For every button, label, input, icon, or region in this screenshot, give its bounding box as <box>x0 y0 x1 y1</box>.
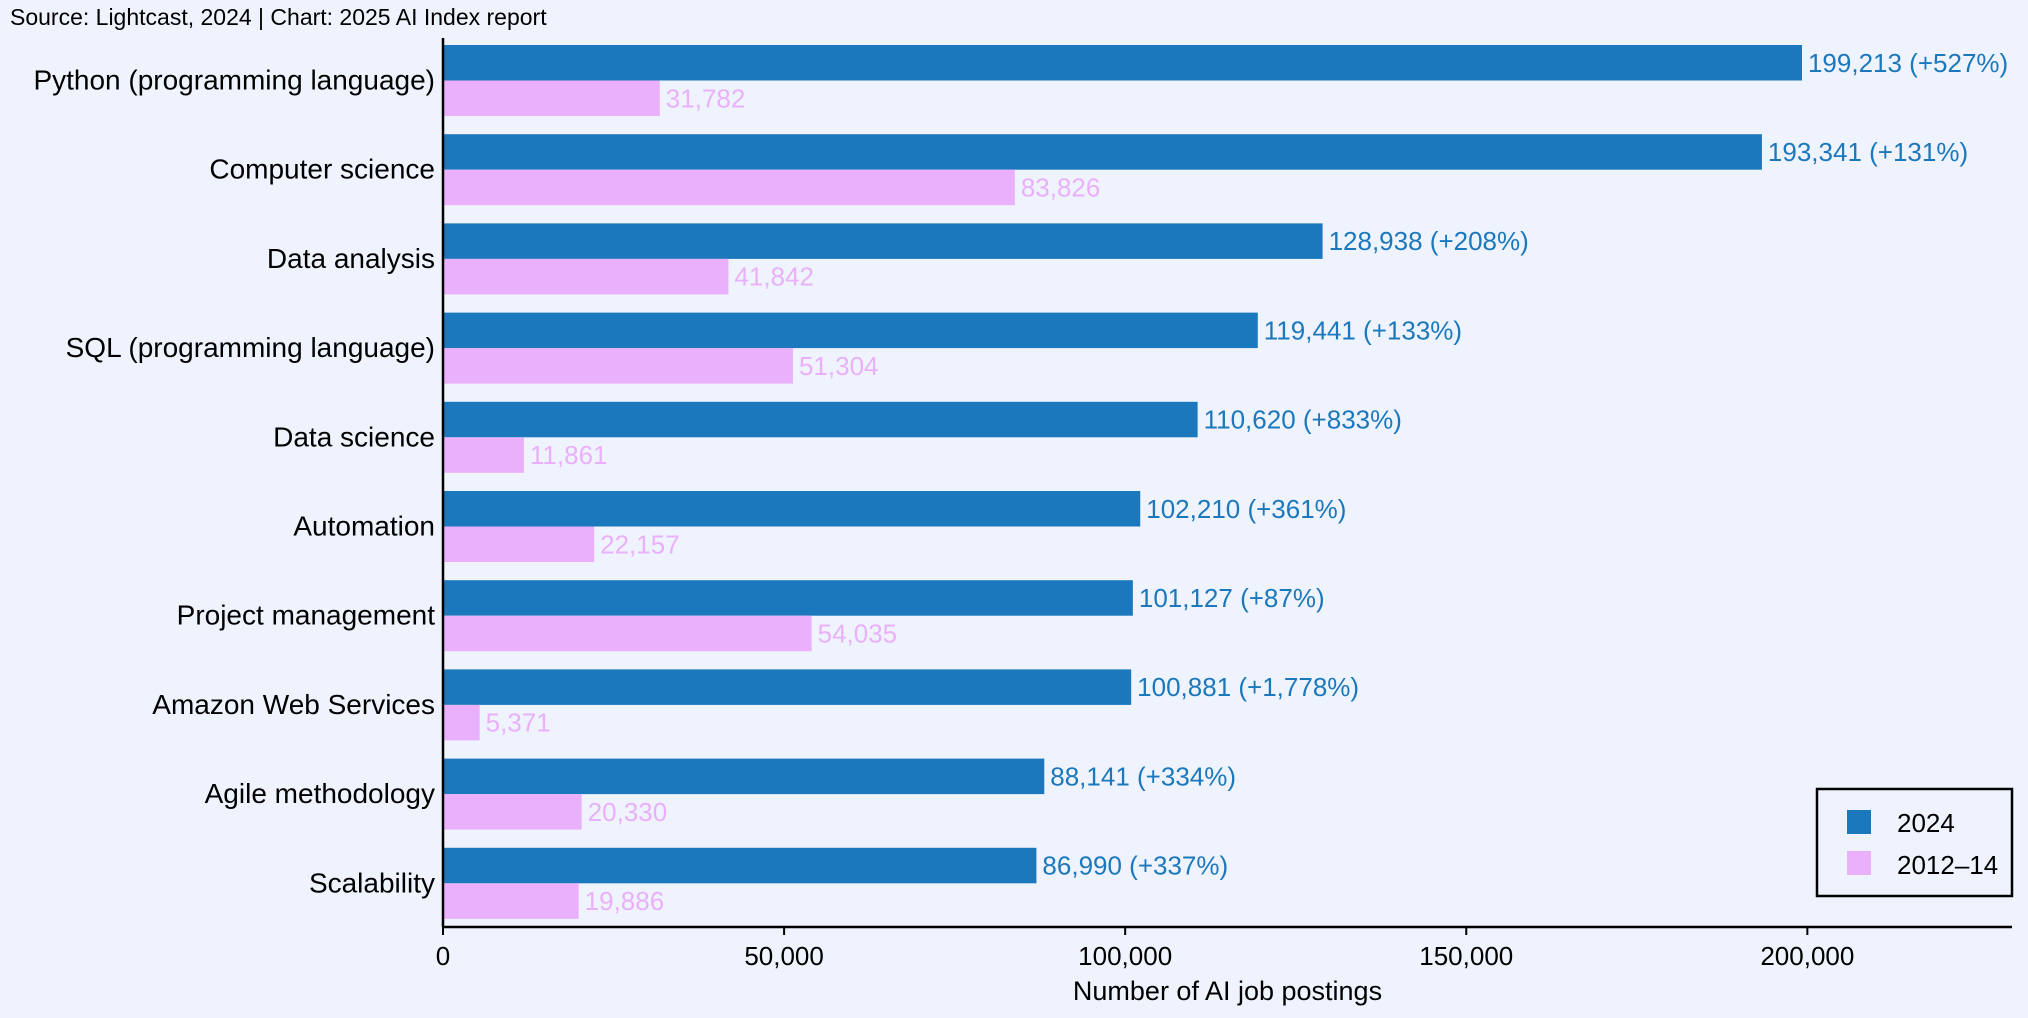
x-tick-label: 100,000 <box>1078 941 1172 971</box>
value-labels-group: 199,213 (+527%) 31,782 193,341 (+131%) 83,8… <box>486 48 2009 916</box>
value-label-2012-14-data-science: 11,861 <box>530 440 608 470</box>
legend-label-2024: 2024 <box>1897 808 1955 838</box>
category-label-sql-programming-language: SQL (programming language) <box>66 332 435 363</box>
value-label-2024-automation: 102,210 (+361%) <box>1146 494 1346 524</box>
value-label-2024-sql-programming-language: 119,441 (+133%) <box>1264 315 1462 345</box>
value-label-2024-data-analysis: 128,938 (+208%) <box>1329 226 1529 256</box>
x-tick-label: 200,000 <box>1760 941 1854 971</box>
value-label-2012-14-amazon-web-services: 5,371 <box>486 708 551 738</box>
bar-2012-14-data-analysis <box>443 258 729 295</box>
x-tick-label: 0 <box>436 941 450 971</box>
category-label-scalability: Scalability <box>309 867 435 898</box>
bar-2012-14-python-programming-language <box>443 80 660 116</box>
bar-2024-scalability <box>443 847 1037 884</box>
value-label-2024-computer-science: 193,341 (+131%) <box>1768 137 1968 167</box>
value-label-2024-scalability: 86,990 (+337%) <box>1042 851 1228 881</box>
bar-2012-14-automation <box>443 526 595 562</box>
bar-2012-14-project-management <box>443 615 812 652</box>
category-label-agile-methodology: Agile methodology <box>205 778 435 809</box>
value-label-2012-14-computer-science: 83,826 <box>1021 172 1101 202</box>
bar-2012-14-data-science <box>443 437 524 473</box>
legend-swatch-2012-14 <box>1847 851 1871 875</box>
value-label-2012-14-sql-programming-language: 51,304 <box>799 351 879 381</box>
bar-2012-14-agile-methodology <box>443 794 582 830</box>
category-label-automation: Automation <box>293 511 435 542</box>
bars-group <box>443 45 1802 919</box>
legend-box <box>1815 787 2014 898</box>
value-label-2012-14-scalability: 19,886 <box>585 886 665 916</box>
value-label-2024-python-programming-language: 199,213 (+527%) <box>1808 48 2008 78</box>
value-label-2012-14-agile-methodology: 20,330 <box>588 797 668 827</box>
category-label-data-science: Data science <box>273 421 435 452</box>
value-label-2024-amazon-web-services: 100,881 (+1,778%) <box>1137 672 1359 702</box>
category-label-project-management: Project management <box>177 600 436 631</box>
category-label-amazon-web-services: Amazon Web Services <box>152 689 435 720</box>
bar-2024-project-management <box>443 580 1133 616</box>
bar-2024-amazon-web-services <box>443 669 1132 705</box>
bar-2012-14-amazon-web-services <box>443 704 480 741</box>
x-axis-ticks: 0 50,000 100,000 150,000 200,000 <box>436 927 1854 971</box>
category-label-python-programming-language: Python (programming language) <box>33 65 435 96</box>
category-labels-group: Python (programming language) Computer sc… <box>33 65 435 899</box>
legend: 2024 2012–14 <box>1815 787 2014 898</box>
bar-2024-computer-science <box>443 134 1762 170</box>
x-tick-label: 150,000 <box>1419 941 1513 971</box>
bar-2012-14-scalability <box>443 883 579 919</box>
bar-2024-automation <box>443 491 1141 527</box>
value-label-2024-agile-methodology: 88,141 (+334%) <box>1050 761 1236 791</box>
value-label-2012-14-project-management: 54,035 <box>818 618 898 648</box>
bar-2024-python-programming-language <box>443 45 1802 81</box>
legend-label-2012-14: 2012–14 <box>1897 850 1998 880</box>
category-label-computer-science: Computer science <box>209 154 435 185</box>
legend-swatch-2024 <box>1847 810 1871 834</box>
bar-2024-sql-programming-language <box>443 312 1258 349</box>
bar-2012-14-sql-programming-language <box>443 348 793 384</box>
value-label-2024-data-science: 110,620 (+833%) <box>1204 405 1402 435</box>
source-caption: Source: Lightcast, 2024 | Chart: 2025 AI… <box>10 4 547 30</box>
x-tick-label: 50,000 <box>744 941 824 971</box>
value-label-2024-project-management: 101,127 (+87%) <box>1139 583 1325 613</box>
x-axis-title: Number of AI job postings <box>1073 976 1382 1006</box>
bar-2024-agile-methodology <box>443 758 1045 795</box>
bar-2024-data-analysis <box>443 223 1323 259</box>
bar-2012-14-computer-science <box>443 169 1015 206</box>
value-label-2012-14-automation: 22,157 <box>600 529 680 559</box>
category-label-data-analysis: Data analysis <box>267 243 435 274</box>
bar-2024-data-science <box>443 401 1198 438</box>
value-label-2012-14-python-programming-language: 31,782 <box>666 83 746 113</box>
value-label-2012-14-data-analysis: 41,842 <box>734 262 814 292</box>
